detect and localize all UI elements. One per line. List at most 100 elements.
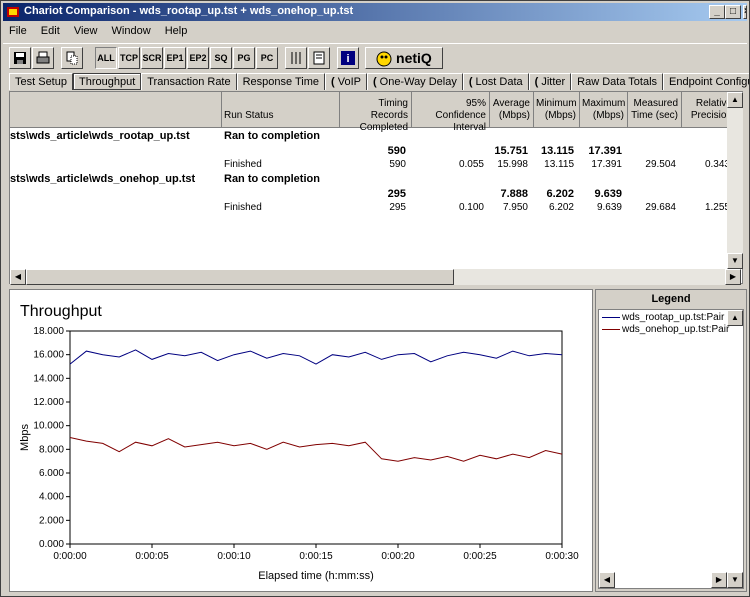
floppy-disk-icon bbox=[14, 52, 26, 64]
pair-confidence: 0.055 bbox=[458, 159, 484, 170]
legend-scroll-up-arrow-icon[interactable]: ▲ bbox=[727, 310, 743, 326]
legend-scroll-right-arrow-icon[interactable]: ▶ bbox=[711, 572, 727, 588]
summary-minimum: 6.202 bbox=[546, 188, 574, 200]
chariot-app-icon bbox=[7, 7, 19, 17]
col-header-pair[interactable] bbox=[10, 92, 222, 128]
legend-list: wds_rootap_up.tst:Pair 1 wds_onehop_up.t… bbox=[598, 309, 744, 589]
tab-test-setup[interactable]: Test Setup bbox=[9, 73, 73, 90]
col-header-confidence[interactable]: 95% Confidence Interval bbox=[412, 92, 490, 133]
maximize-button[interactable]: □ bbox=[725, 5, 741, 19]
tab-bracket-icon: ( bbox=[468, 76, 473, 88]
copy-button[interactable] bbox=[61, 47, 83, 69]
filter-ep1-button[interactable]: EP1 bbox=[164, 47, 186, 69]
summary-maximum: 17.391 bbox=[588, 145, 622, 157]
toolbar: ALL TCP SCR EP1 EP2 SQ PG PC i netiQ bbox=[3, 43, 747, 71]
pair-run-status[interactable]: Finished bbox=[224, 202, 262, 213]
menu-help[interactable]: Help bbox=[164, 25, 188, 37]
summary-records: 590 bbox=[387, 145, 406, 157]
menu-window[interactable]: Window bbox=[111, 25, 151, 37]
tab-lost-data[interactable]: (Lost Data bbox=[462, 73, 529, 90]
save-button[interactable] bbox=[9, 47, 31, 69]
tab-label: Lost Data bbox=[475, 76, 523, 88]
pair-confidence: 0.100 bbox=[458, 202, 484, 213]
print-button[interactable] bbox=[32, 47, 54, 69]
legend-item[interactable]: wds_rootap_up.tst:Pair 1 bbox=[602, 312, 733, 323]
y-tick-label: 12.000 bbox=[33, 397, 64, 408]
split-view-button[interactable] bbox=[285, 47, 307, 69]
grid-horizontal-scrollbar[interactable]: ◀ ▶ bbox=[10, 269, 741, 285]
series-line-1 bbox=[69, 349, 563, 365]
close-button[interactable]: × bbox=[743, 5, 747, 19]
legend-scroll-left-arrow-icon[interactable]: ◀ bbox=[599, 572, 615, 588]
y-tick-label: 16.000 bbox=[33, 350, 64, 361]
y-tick-label: 14.000 bbox=[33, 373, 64, 384]
menu-edit[interactable]: Edit bbox=[40, 25, 60, 37]
col-header-minimum[interactable]: Minimum (Mbps) bbox=[534, 92, 580, 128]
tab-label: One-Way Delay bbox=[379, 76, 457, 88]
chart-panel: Throughput 0.000 2.000 4.000 6.000 8.000 10.00… bbox=[9, 289, 593, 592]
tab-endpoint-configuration[interactable]: Endpoint Configuration bbox=[663, 73, 749, 90]
list-view-button[interactable] bbox=[308, 47, 330, 69]
tab-bracket-icon: ( bbox=[372, 76, 377, 88]
tab-label: Jitter bbox=[541, 76, 566, 88]
menu-view[interactable]: View bbox=[73, 25, 98, 37]
series-line-2 bbox=[69, 437, 563, 462]
window-title: Chariot Comparison - wds_rootap_up.tst +… bbox=[24, 5, 354, 17]
pair-relative-precision: 0.343 bbox=[704, 159, 730, 170]
pair-maximum: 9.639 bbox=[596, 202, 622, 213]
pair-records: 295 bbox=[389, 202, 406, 213]
filter-ep2-button[interactable]: EP2 bbox=[187, 47, 209, 69]
menu-file[interactable]: File bbox=[9, 25, 27, 37]
throughput-chart: Throughput 0.000 2.000 4.000 6.000 8.000 10.00… bbox=[19, 303, 579, 582]
legend-scroll-down-arrow-icon[interactable]: ▼ bbox=[727, 572, 743, 588]
y-tick-label: 18.000 bbox=[33, 326, 64, 337]
scroll-thumb[interactable] bbox=[26, 269, 454, 285]
col-header-measured-time[interactable]: Measured Time (sec) bbox=[628, 92, 682, 128]
scroll-up-arrow-icon[interactable]: ▲ bbox=[727, 92, 743, 108]
pair-run-status[interactable]: Finished bbox=[224, 159, 262, 170]
filter-pg-button[interactable]: PG bbox=[233, 47, 255, 69]
summary-minimum: 13.115 bbox=[540, 145, 574, 157]
group-run-status: Ran to completion bbox=[224, 130, 320, 142]
menu-bar: File Edit View Window Help bbox=[3, 23, 747, 41]
minimize-button[interactable]: _ bbox=[709, 5, 725, 19]
x-tick-label: 0:00:15 bbox=[299, 551, 333, 562]
x-tick-label: 0:00:00 bbox=[53, 551, 87, 562]
legend-item[interactable]: wds_onehop_up.tst:Pair bbox=[602, 324, 729, 335]
group-file-name[interactable]: sts\wds_article\wds_onehop_up.tst bbox=[10, 173, 196, 185]
tab-throughput[interactable]: Throughput bbox=[72, 73, 142, 90]
legend-line-swatch bbox=[602, 316, 620, 318]
col-header-maximum[interactable]: Maximum (Mbps) bbox=[580, 92, 628, 128]
results-grid: Run Status Timing Records Completed 95% … bbox=[9, 91, 743, 284]
y-tick-label: 0.000 bbox=[39, 539, 64, 550]
info-button[interactable]: i bbox=[337, 47, 359, 69]
netiq-logo-button[interactable]: netiQ bbox=[365, 47, 443, 69]
scroll-down-arrow-icon[interactable]: ▼ bbox=[727, 253, 743, 269]
tab-jitter[interactable]: (Jitter bbox=[528, 73, 572, 90]
x-tick-label: 0:00:05 bbox=[135, 551, 169, 562]
col-header-timing-records[interactable]: Timing Records Completed bbox=[340, 92, 412, 133]
tab-transaction-rate[interactable]: Transaction Rate bbox=[141, 73, 237, 90]
tab-label: Response Time bbox=[242, 76, 320, 88]
filter-all-button[interactable]: ALL bbox=[95, 47, 117, 69]
scroll-left-arrow-icon[interactable]: ◀ bbox=[10, 269, 26, 285]
filter-scr-button[interactable]: SCR bbox=[141, 47, 163, 69]
legend-title: Legend bbox=[651, 293, 691, 305]
summary-average: 7.888 bbox=[500, 188, 528, 200]
filter-tcp-button[interactable]: TCP bbox=[118, 47, 140, 69]
tab-response-time[interactable]: Response Time bbox=[236, 73, 326, 90]
col-header-run-status[interactable]: Run Status bbox=[222, 92, 340, 128]
tab-one-way-delay[interactable]: (One-Way Delay bbox=[366, 73, 463, 90]
y-tick-label: 6.000 bbox=[39, 468, 64, 479]
summary-average: 15.751 bbox=[494, 145, 528, 157]
group-file-name[interactable]: sts\wds_article\wds_rootap_up.tst bbox=[10, 130, 190, 142]
col-header-average[interactable]: Average (Mbps) bbox=[490, 92, 534, 128]
tab-voip[interactable]: (VoIP bbox=[325, 73, 367, 90]
tab-raw-data-totals[interactable]: Raw Data Totals bbox=[571, 73, 664, 90]
scroll-right-arrow-icon[interactable]: ▶ bbox=[725, 269, 741, 285]
grid-vertical-scrollbar[interactable]: ▲ ▼ bbox=[727, 92, 743, 269]
title-bar[interactable]: Chariot Comparison - wds_rootap_up.tst +… bbox=[3, 3, 747, 21]
filter-pc-button[interactable]: PC bbox=[256, 47, 278, 69]
filter-sq-button[interactable]: SQ bbox=[210, 47, 232, 69]
